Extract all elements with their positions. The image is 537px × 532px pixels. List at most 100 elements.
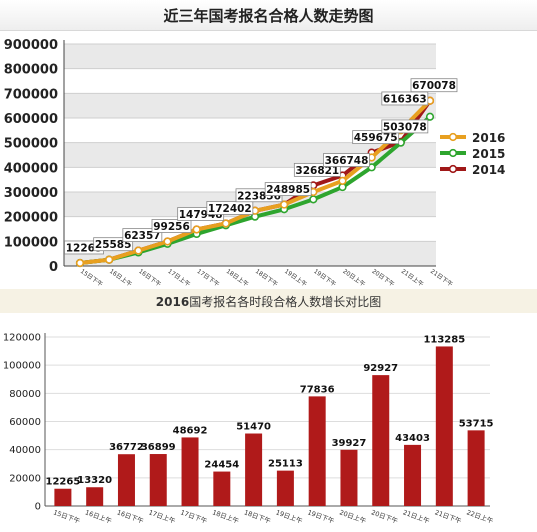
bar [404,444,422,506]
bar-value-label: 13320 [77,475,112,486]
bar-value-label: 39927 [332,438,367,449]
x-tick-label: 15日下午 [79,267,105,288]
y-tick-label: 400000 [4,161,58,176]
x-tick-label: 15日下午 [52,507,82,525]
data-label: 670078 [412,80,456,92]
y-tick-label: 500000 [4,137,58,152]
data-label: 326821 [295,165,339,177]
x-tick-label: 19日下午 [312,267,338,288]
legend-label-2016: 2016 [472,131,505,145]
bar [372,375,390,506]
bar-value-label: 24454 [204,460,239,471]
bar [435,346,453,506]
bar-value-label: 43403 [395,433,430,444]
bar-value-label: 25113 [268,459,303,470]
data-point-2016 [192,225,201,234]
bar-value-label: 53715 [459,418,494,429]
x-tick-label: 17日下午 [179,507,209,525]
legend-label-2014: 2014 [472,163,505,177]
line-chart-title-bar [0,0,537,31]
x-tick-label: 18日下午 [243,507,273,525]
bar [54,488,72,506]
x-tick-label: 21日上午 [402,507,432,525]
legend-label-2015: 2015 [472,147,505,161]
data-label-box [410,78,458,93]
y-tick-label: 900000 [4,38,58,53]
y-tick-label: 0 [35,502,41,513]
bar-chart: 0 20000 40000 60000 80000 100000 120000 12265 15… [3,333,495,526]
bar-value-label: 92927 [363,363,398,374]
y-tick-label: 800000 [4,63,58,78]
y-tick-label: 200000 [4,211,58,226]
data-label-box [352,130,400,145]
bar-value-label: 51470 [236,422,271,433]
bar [340,449,358,506]
bar [308,396,326,506]
bar-value-label: 36772 [109,442,144,453]
data-point-2016 [338,176,347,185]
x-tick-label: 21日下午 [434,507,464,525]
x-tick-label: 22日上午 [465,507,495,525]
data-point-2016 [280,200,289,209]
x-tick-label: 21日下午 [429,267,455,288]
data-point-2015 [367,163,376,172]
grid-band [64,93,436,118]
legend-marker-2016 [448,132,458,142]
x-tick-label: 17日上午 [166,267,192,288]
x-tick-label: 18日上午 [225,267,251,288]
bar [213,471,231,506]
data-point-2016 [163,237,172,246]
data-point-2015 [309,195,318,204]
x-tick-label: 18日下午 [254,267,280,288]
x-tick-label: 18日上午 [211,507,241,525]
x-tick-label: 20日上午 [338,507,368,525]
y-tick-label: 20000 [9,473,41,484]
x-tick-label: 19日上午 [283,267,309,288]
x-tick-label: 20日下午 [371,267,397,288]
y-tick-label: 600000 [4,112,58,127]
data-label-box [381,91,429,106]
grid-band [64,142,436,168]
data-label-box [264,182,312,196]
line-chart: 0 100000 200000 300000 400000 500000 600000 700… [4,38,506,288]
data-label: 616363 [383,93,427,105]
data-point-2016 [75,258,85,268]
data-point-2016 [134,246,143,255]
x-tick-label: 21日上午 [400,267,426,288]
bar-value-label: 113285 [423,334,465,345]
data-label: 172402 [208,203,252,215]
x-tick-label: 17日上午 [148,507,178,525]
y-tick-label: 700000 [4,87,58,102]
y-tick-label: 80000 [9,389,41,400]
data-label: 12265 [66,242,103,254]
x-tick-label: 16日上午 [108,267,134,288]
data-label-box [151,219,192,233]
bar-value-label: 12265 [45,477,80,488]
y-tick-label: 60000 [9,417,41,428]
line-chart-title: 近三年国考报名合格人数走势图 [163,7,374,25]
bar-chart-title-year: 2016 [155,295,190,309]
bar-value-label: 77836 [300,384,335,395]
data-label: 62357 [124,230,161,242]
x-tick-label: 17日下午 [196,267,222,288]
data-label-box [206,201,254,215]
bar-chart-title-text: 国考报名各时段合格人数增长对比图 [189,295,382,309]
data-point-2016 [105,255,114,264]
data-label: 25585 [95,239,132,251]
x-tick-label: 16日下午 [116,507,146,525]
legend-marker-2015 [448,148,458,158]
x-tick-label: 16日下午 [137,267,163,288]
x-tick-label: 20日下午 [370,507,400,525]
grid-band [64,44,436,69]
x-tick-label: 19日上午 [275,507,305,525]
bar-value-label: 36899 [141,442,176,453]
bar [149,454,167,506]
y-tick-label: 40000 [9,445,41,456]
y-tick-label: 100000 [4,235,58,250]
bar [276,470,294,506]
x-tick-label: 19日下午 [306,507,336,525]
legend-marker-2014 [448,164,458,174]
data-label: 503078 [383,121,427,133]
data-point-2016 [221,219,230,228]
bar [117,454,135,506]
